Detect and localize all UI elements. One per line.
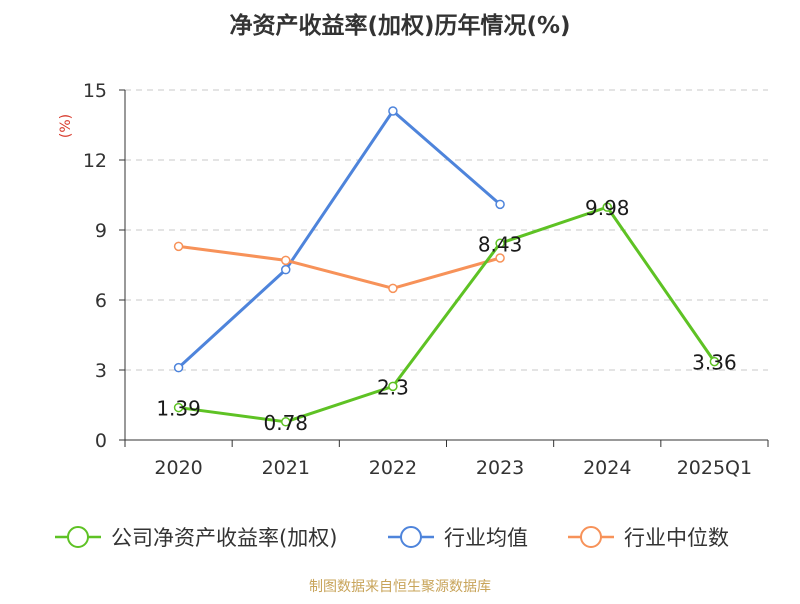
x-tick-label: 2022	[369, 457, 417, 479]
x-tick-label: 2023	[476, 457, 524, 479]
data-point	[388, 283, 398, 294]
series-line-1	[177, 109, 502, 370]
legend: 公司净资产收益率(加权) 行业均值 行业中位数	[55, 526, 729, 550]
source-text: 制图数据来自恒生聚源数据库	[309, 579, 491, 595]
grid-lines	[125, 89, 768, 371]
x-tick-label: 2024	[583, 457, 631, 479]
x-tick-label: 2020	[154, 457, 202, 479]
data-label: 8.43	[478, 232, 523, 256]
data-point	[281, 264, 291, 275]
data-label: 9.98	[585, 196, 630, 220]
legend-marker	[400, 526, 422, 548]
series-line-2	[177, 244, 502, 290]
series-lines	[173, 106, 720, 427]
data-point	[173, 402, 184, 413]
x-tick-label: 2021	[262, 457, 310, 479]
data-label: 2.3	[377, 375, 409, 399]
data-label: 0.78	[263, 411, 308, 435]
data-point	[495, 199, 505, 210]
y-axis-label: (%)	[58, 114, 74, 138]
data-point	[281, 255, 291, 266]
data-point	[495, 238, 505, 249]
data-point	[173, 241, 184, 252]
y-tick-label: 0	[95, 430, 107, 452]
y-tick-label: 9	[95, 220, 107, 242]
legend-marker	[580, 526, 602, 548]
legend-label: 行业中位数	[624, 526, 729, 550]
axes: 0 3 6 9 12 15 2020 2021 2022 2023 2024 2025Q1	[83, 80, 769, 479]
data-point	[709, 356, 720, 367]
y-tick-label: 12	[83, 150, 107, 172]
x-tick-label: 2025Q1	[677, 457, 752, 479]
series-line-0	[177, 205, 716, 424]
data-point	[495, 253, 505, 263]
data-point	[173, 362, 184, 373]
data-point	[602, 202, 612, 212]
legend-label: 行业均值	[444, 526, 528, 550]
legend-item-2[interactable]: 行业中位数	[568, 526, 729, 550]
data-point	[388, 106, 398, 116]
data-label: 1.39	[156, 397, 201, 421]
legend-item-0[interactable]: 公司净资产收益率(加权)	[55, 526, 337, 550]
legend-label: 公司净资产收益率(加权)	[111, 526, 337, 550]
legend-marker	[67, 526, 89, 548]
y-tick-label: 3	[95, 360, 107, 382]
y-tick-label: 15	[83, 80, 107, 102]
legend-item-1[interactable]: 行业均值	[388, 526, 528, 550]
data-point	[388, 381, 398, 392]
y-tick-label: 6	[95, 290, 107, 312]
data-label: 3.36	[692, 351, 737, 375]
chart-title: 净资产收益率(加权)历年情况(%)	[229, 12, 570, 39]
data-point	[281, 417, 291, 427]
data-labels: 1.39 0.78 2.3 8.43 9.98 3.36	[156, 196, 736, 435]
